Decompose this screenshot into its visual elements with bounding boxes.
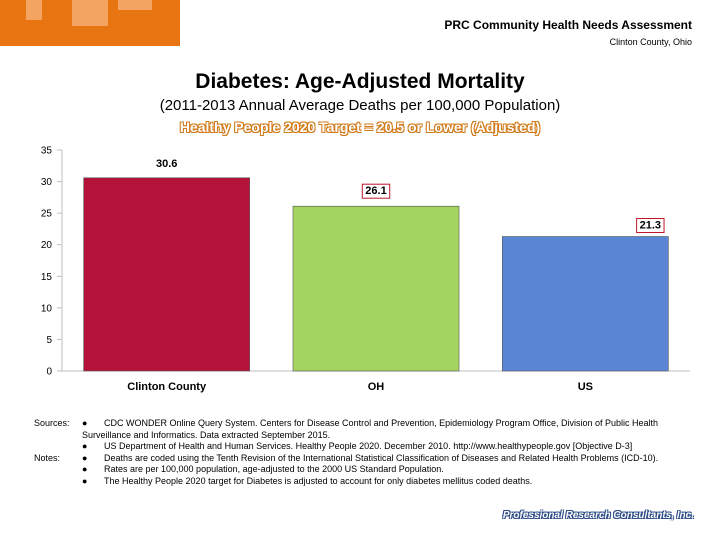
bullet-icon: ● [82, 418, 88, 428]
healthy-people-target: Healthy People 2020 Target = 20.5 or Low… [179, 119, 541, 135]
sources-list: ● CDC WONDER Online Query System. Centers… [82, 418, 694, 453]
data-label: 26.1 [365, 185, 386, 197]
source-item: ● US Department of Health and Human Servi… [82, 441, 694, 453]
data-label-box [361, 183, 391, 199]
y-tick-label: 35 [41, 146, 53, 157]
bar [83, 177, 250, 372]
category-label: OH [368, 381, 385, 393]
notes-section: Sources: ● CDC WONDER Online Query System… [34, 418, 694, 487]
bar-chart: 0 5 10 15 20 25 30 35 30.6 Clinton County 26.1 OH 21… [41, 146, 690, 393]
y-tick-label: 30 [41, 177, 53, 188]
y-tick-label: 25 [41, 209, 53, 220]
note-text: The Healthy People 2020 target for Diabe… [104, 475, 533, 486]
y-tick-label: 20 [41, 240, 53, 251]
y-tick-label: 0 [46, 367, 52, 378]
bullet-icon: ● [82, 441, 88, 451]
data-label: 21.3 [640, 220, 661, 232]
report-title: PRC Community Health Needs Assessment [444, 18, 692, 32]
notes-label: Notes: [34, 452, 61, 463]
bullet-icon: ● [82, 452, 88, 463]
note-text: Deaths are coded using the Tenth Revisio… [104, 452, 659, 463]
brand-footer: Professional Research Consultants, Inc. [502, 510, 694, 521]
chart-subtitle: (2011-2013 Annual Average Deaths per 100… [159, 97, 561, 114]
category-label: Clinton County [127, 381, 207, 393]
sources-block: Sources: ● CDC WONDER Online Query System… [34, 418, 694, 453]
bullet-icon: ● [82, 464, 88, 474]
note-text: Rates are per 100,000 population, age-ad… [104, 464, 444, 474]
bar [502, 236, 669, 372]
source-text: US Department of Health and Human Servic… [104, 441, 633, 451]
y-tick-label: 10 [41, 303, 53, 314]
report-location: Clinton County, Ohio [609, 37, 692, 47]
notes-block: Notes: ● Deaths are coded using the Tenth… [34, 453, 694, 488]
data-label-box [636, 218, 665, 234]
bullet-icon: ● [82, 475, 88, 486]
chart-title: Diabetes: Age-Adjusted Mortality [195, 70, 525, 93]
note-item: ● Deaths are coded using the Tenth Revisi… [82, 453, 694, 465]
data-label: 30.6 [156, 158, 177, 170]
notes-list: ● Deaths are coded using the Tenth Revisi… [82, 453, 694, 488]
source-text: CDC WONDER Online Query System. Centers … [82, 418, 659, 440]
sources-label: Sources: [34, 418, 70, 428]
prc-logo [0, 0, 180, 46]
bar [292, 205, 460, 372]
source-item: ● CDC WONDER Online Query System. Centers… [82, 418, 694, 441]
note-item: ● Rates are per 100,000 population, age-a… [82, 464, 694, 476]
note-item: ● The Healthy People 2020 target for Diab… [82, 476, 694, 488]
y-tick-label: 5 [46, 335, 52, 346]
category-label: US [578, 381, 593, 393]
y-tick-label: 15 [41, 272, 53, 283]
